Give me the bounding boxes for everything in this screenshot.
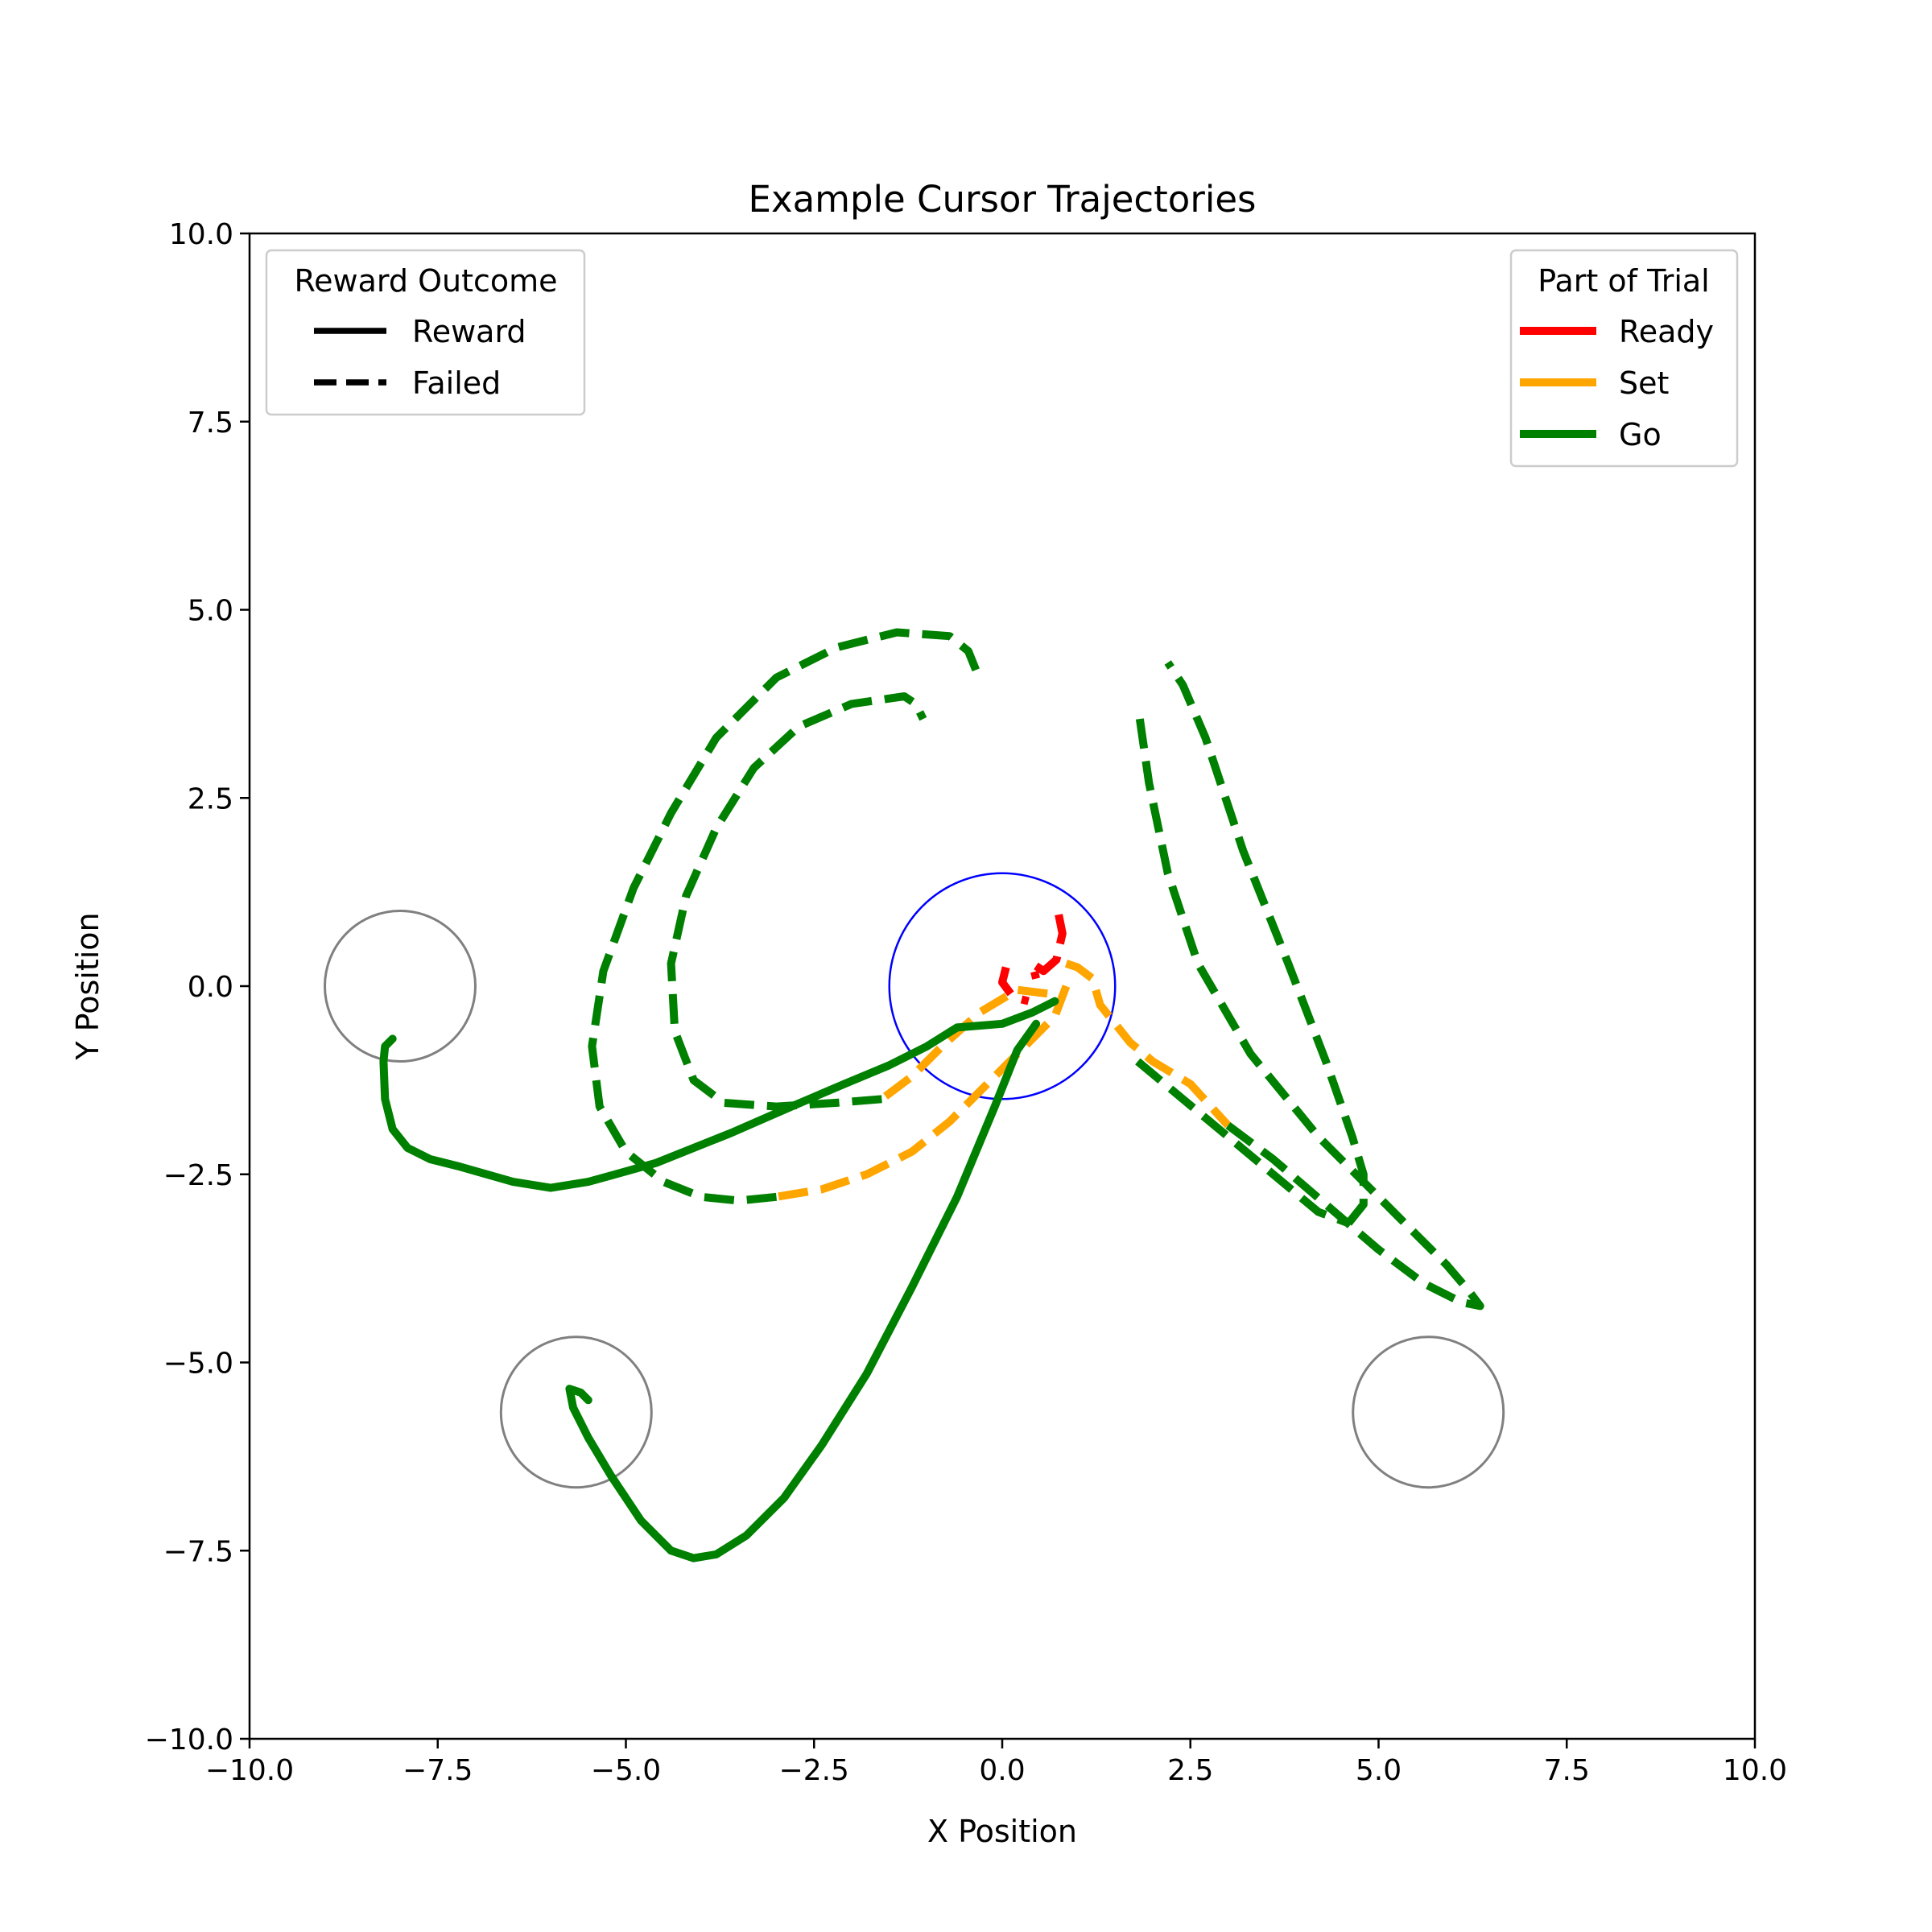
x-tick-label: −2.5 [779,1754,849,1787]
trajectory-go-failed-7 [1135,1058,1350,1228]
legend-part-of-trial: Part of Trial Ready Set Go [1509,249,1739,468]
y-axis-label: Y Position [70,912,105,1060]
legend-label-set: Set [1619,365,1669,401]
circles-layer [324,872,1505,1489]
legend-label-go: Go [1619,417,1662,452]
x-tick-label: −10.0 [205,1754,294,1787]
target-circle-1 [324,910,477,1063]
y-tick-label: 7.5 [188,407,233,440]
trajectory-go-reward-11 [565,1019,1041,1563]
chart-title: Example Cursor Trajectories [749,178,1257,221]
legend-frame [265,249,586,416]
series-layer [379,628,1484,1563]
x-axis-ticks: −10.0 −7.5 −5.0 −2.5 0.0 2.5 5.0 7.5 10.0 [205,1739,1787,1787]
legend-frame [1509,249,1739,468]
legend-title: Part of Trial [1538,263,1709,299]
trajectory-go-failed-5 [588,628,980,1205]
legend-label-failed: Failed [412,365,501,401]
y-tick-label: 10.0 [169,218,233,251]
trajectory-go-failed-9 [1164,660,1368,1226]
x-tick-label: 10.0 [1723,1754,1787,1787]
trajectory-set-failed-2 [1064,960,1232,1129]
x-tick-label: −5.0 [591,1754,661,1787]
legend-reward-outcome: Reward Outcome Reward Failed [265,249,586,416]
y-tick-label: 0.0 [188,971,233,1004]
trajectory-go-failed-6 [667,692,927,1111]
y-tick-label: −5.0 [163,1348,233,1381]
trajectory-set-failed-3 [775,985,1071,1201]
trajectory-ready-failed-0 [1028,914,1067,980]
target-circle-2 [499,1335,653,1489]
trajectory-go-reward-12 [952,997,1059,1032]
start-circle [888,872,1117,1100]
y-tick-label: −2.5 [163,1159,233,1192]
legend-label-ready: Ready [1619,314,1714,349]
legend-label-reward: Reward [412,314,526,349]
y-tick-label: 5.0 [188,595,233,628]
trajectory-go-reward-10 [379,1023,961,1192]
y-tick-label: 2.5 [188,782,233,815]
legend-title: Reward Outcome [294,263,557,299]
x-tick-label: 2.5 [1167,1754,1213,1787]
trajectory-ready-failed-1 [998,966,1030,1005]
y-tick-label: −7.5 [163,1535,233,1568]
trajectory-go-failed-8 [1135,714,1484,1311]
x-tick-label: −7.5 [402,1754,473,1787]
x-tick-label: 5.0 [1356,1754,1402,1787]
x-tick-label: 7.5 [1544,1754,1590,1787]
x-tick-label: 0.0 [979,1754,1025,1787]
y-axis-ticks: −10.0 −7.5 −5.0 −2.5 0.0 2.5 5.0 7.5 10.0 [145,218,250,1757]
x-axis-label: X Position [927,1814,1077,1849]
y-tick-label: −10.0 [145,1724,233,1757]
target-circle-3 [1352,1335,1505,1489]
